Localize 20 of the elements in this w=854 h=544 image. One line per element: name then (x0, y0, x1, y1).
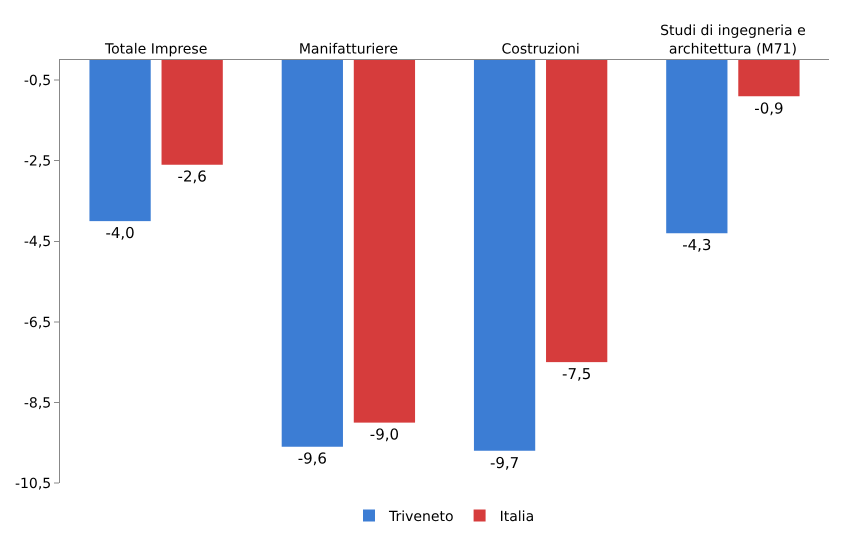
y-tick-label: -8,5 (24, 395, 52, 412)
data-label: -4,3 (682, 236, 712, 254)
y-tick-label: -2,5 (24, 154, 52, 170)
y-tick-label: -0,5 (24, 73, 52, 90)
data-label: -2,6 (178, 168, 207, 186)
data-label: -9,6 (298, 450, 327, 468)
legend-label: Italia (500, 508, 534, 525)
data-label: -9,7 (490, 454, 520, 472)
y-tick-label: -6,5 (24, 314, 52, 331)
legend-label: Triveneto (388, 508, 454, 525)
x-tick-label: Manifatturiere (298, 41, 398, 58)
data-label: -0,9 (754, 99, 784, 118)
y-tick-label: -10,5 (14, 476, 52, 492)
data-label: -7,5 (562, 365, 592, 384)
data-label: -9,0 (370, 426, 400, 444)
y-tick-label: -4,5 (24, 234, 52, 250)
data-label: -4,0 (105, 224, 135, 242)
x-tick-label: Costruzioni (501, 41, 580, 58)
x-tick-label: Totale Imprese (104, 41, 208, 58)
x-tick-label: Studi di ingegneria e architettura (M71) (660, 23, 806, 58)
